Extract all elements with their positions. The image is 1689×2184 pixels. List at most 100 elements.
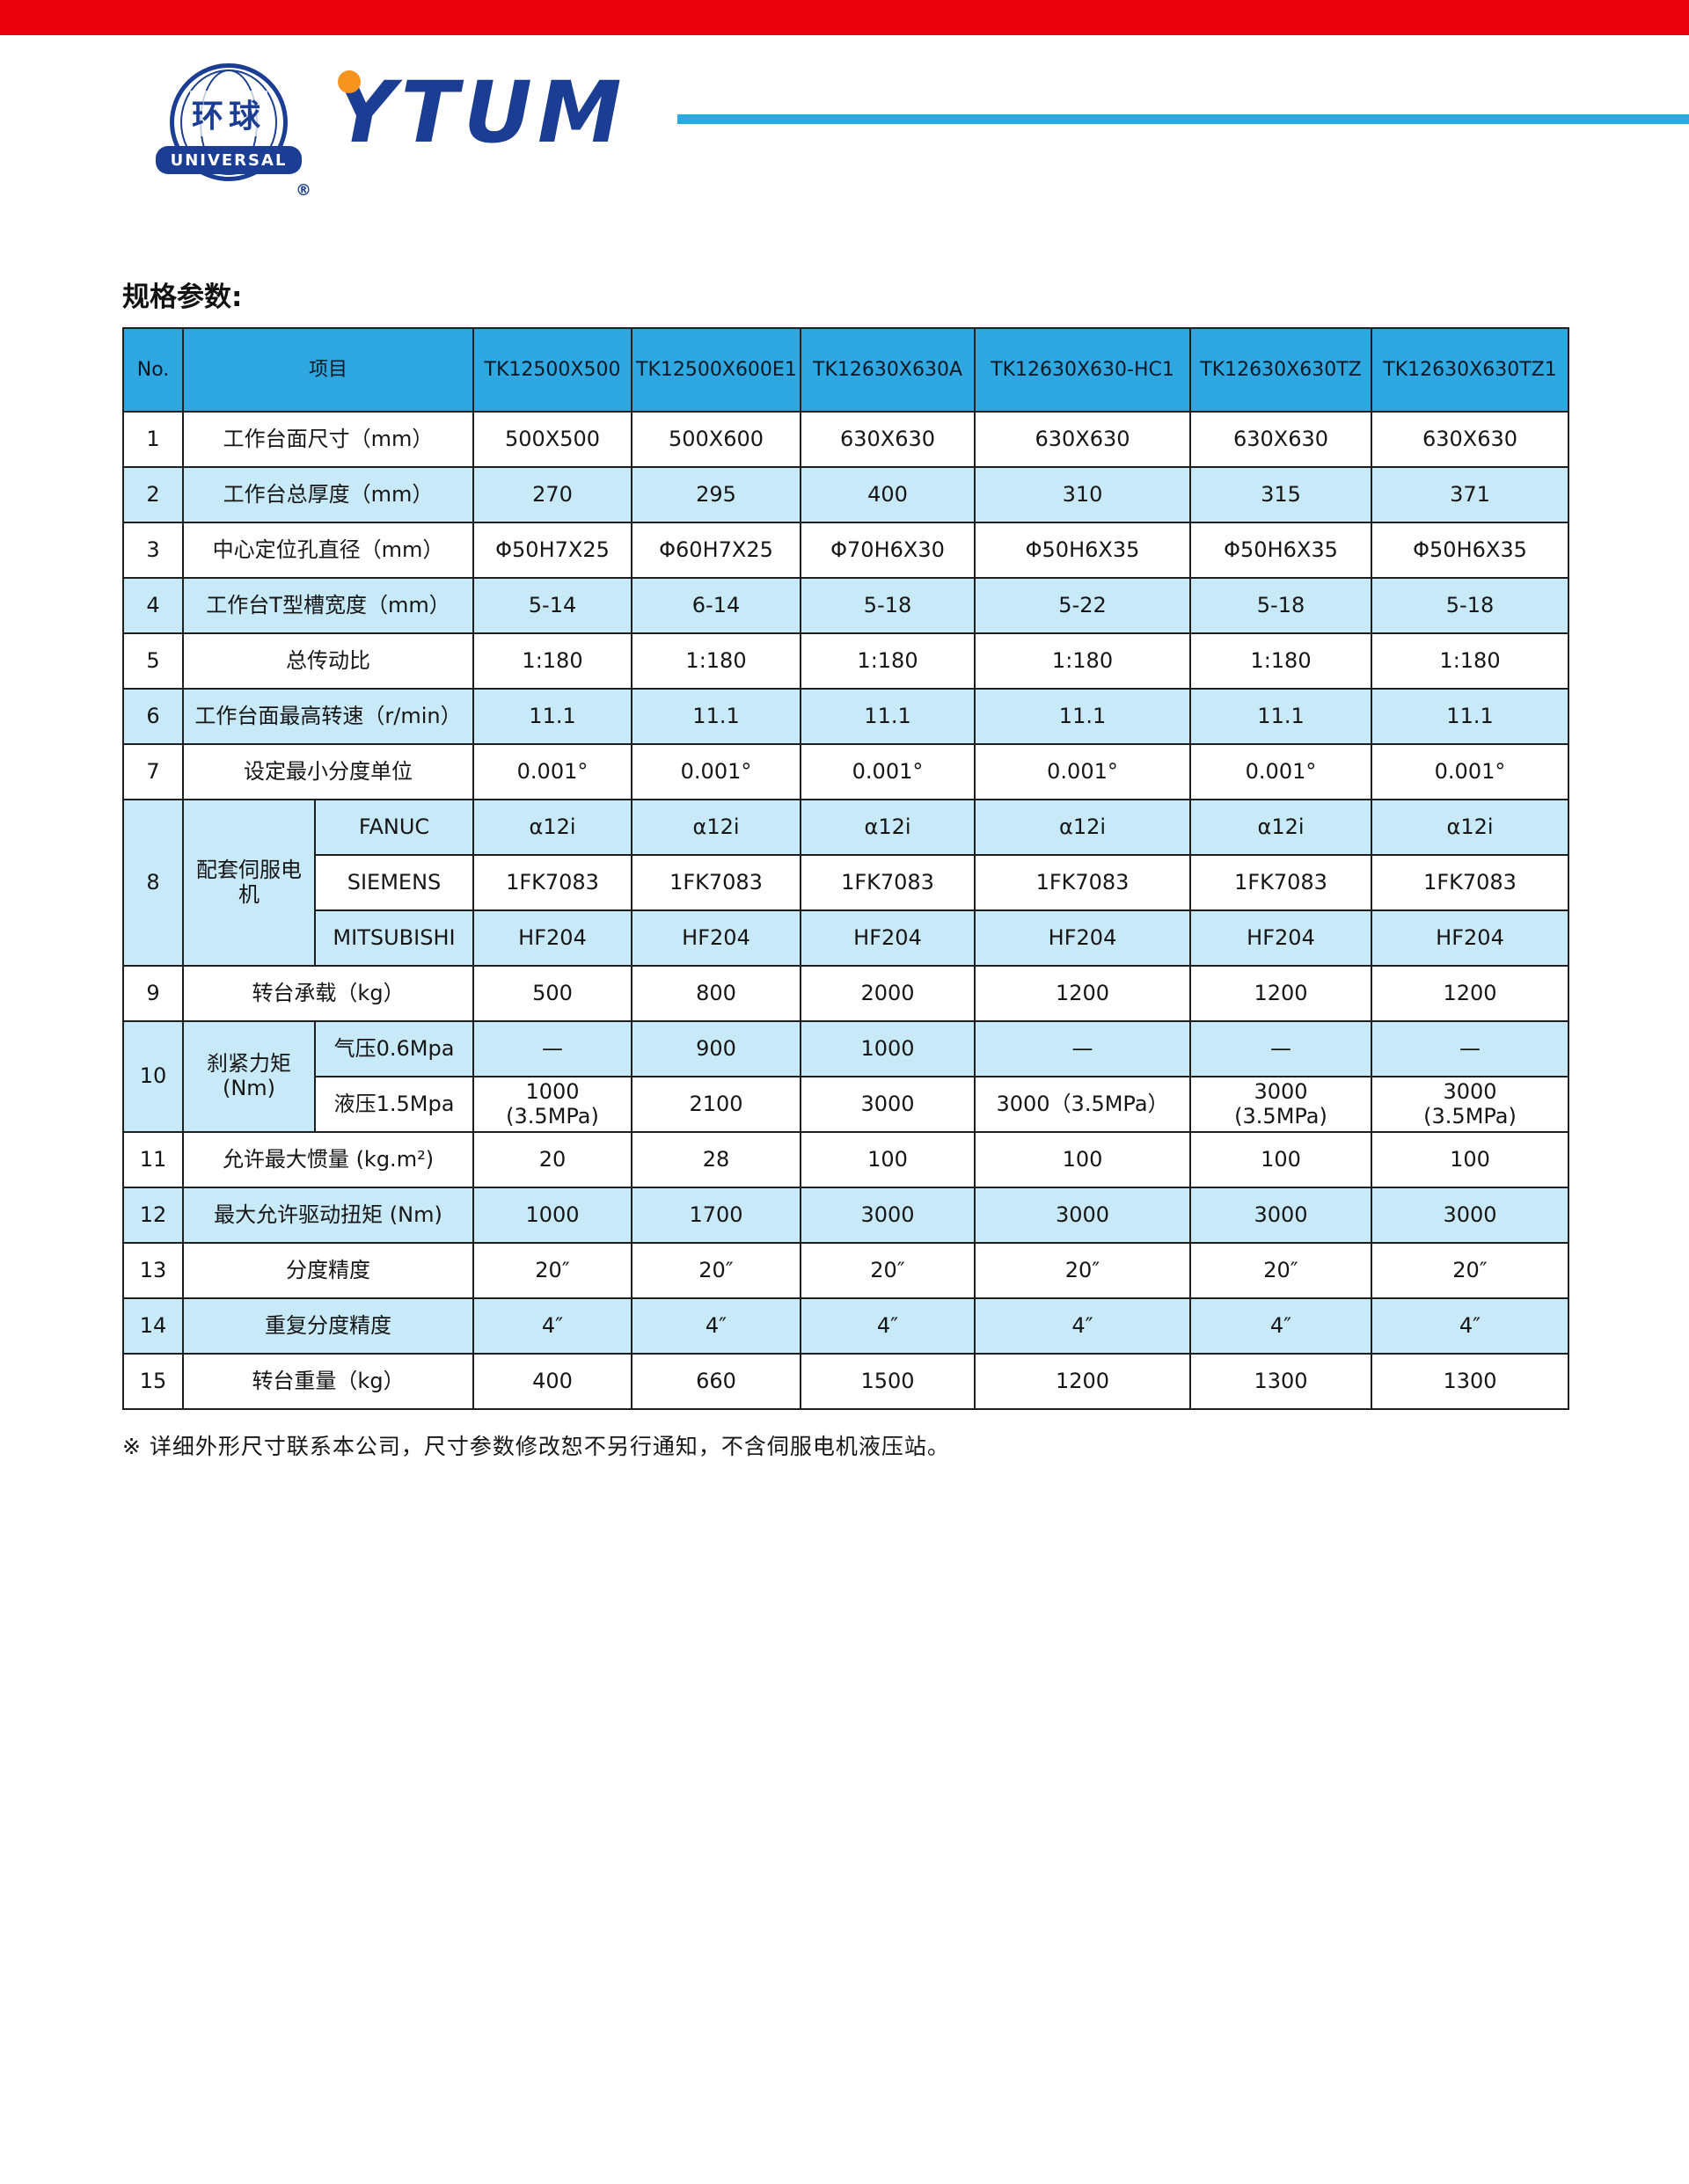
cell-value: 20″ <box>1371 1242 1570 1299</box>
cell-value: α12i <box>1189 799 1373 856</box>
row-no: 3 <box>122 522 184 579</box>
cell-value: 400 <box>472 1353 633 1410</box>
header-divider-line <box>677 114 1689 124</box>
cell-value: α12i <box>974 799 1192 856</box>
cell-value: 1300 <box>1371 1353 1570 1410</box>
cell-value: Φ50H6X35 <box>1189 522 1373 579</box>
cell-value: 4″ <box>631 1297 802 1355</box>
logo-chinese-text: 环球 <box>189 91 267 136</box>
top-red-bar <box>0 0 1689 35</box>
cell-value: 1200 <box>974 1353 1192 1410</box>
cell-value: 630X630 <box>800 411 976 468</box>
table-row: 11 允许最大惯量 (kg.m²) 20 28 100 100 100 100 <box>122 1131 1570 1188</box>
cell-value: α12i <box>1371 799 1570 856</box>
cell-value: 3000 (3.5MPa) <box>1371 1076 1570 1133</box>
row-item: 重复分度精度 <box>181 1297 475 1355</box>
cell-value: 500 <box>472 965 633 1022</box>
row-item: 最大允许驱动扭矩 (Nm) <box>181 1187 475 1244</box>
table-row: 1 工作台面尺寸（mm） 500X500 500X600 630X630 630… <box>122 411 1570 468</box>
logo-english-text: UNIVERSAL <box>170 150 288 170</box>
row-no: 4 <box>122 577 184 634</box>
cell-value: 28 <box>631 1131 802 1188</box>
cell-value: 1FK7083 <box>631 854 802 911</box>
cell-value: 1:180 <box>631 632 802 690</box>
cell-value: 4″ <box>800 1297 976 1355</box>
cell-value: 11.1 <box>631 688 802 745</box>
cell-value: 1200 <box>1189 965 1373 1022</box>
cell-value: Φ60H7X25 <box>631 522 802 579</box>
row-no: 10 <box>122 1020 184 1133</box>
cell-value: 1000 <box>800 1020 976 1077</box>
row-no: 15 <box>122 1353 184 1410</box>
cell-value: 20 <box>472 1131 633 1188</box>
cell-value: α12i <box>800 799 976 856</box>
table-header-row: No. 项目 TK12500X500 TK12500X600E1 TK12630… <box>122 327 1570 413</box>
cell-value: 100 <box>974 1131 1192 1188</box>
cell-value: 1FK7083 <box>1371 854 1570 911</box>
cell-value: 20″ <box>974 1242 1192 1299</box>
brake-mode: 气压0.6Mpa <box>313 1020 475 1077</box>
cell-value: 1200 <box>974 965 1192 1022</box>
cell-value: 4″ <box>1189 1297 1373 1355</box>
cell-value: 4″ <box>472 1297 633 1355</box>
cell-value: Φ50H7X25 <box>472 522 633 579</box>
ytum-wordmark: YTUM <box>334 69 626 165</box>
page-title: 规格参数: <box>122 281 243 313</box>
cell-value: 1200 <box>1371 965 1570 1022</box>
row-item: 分度精度 <box>181 1242 475 1299</box>
cell-value: 660 <box>631 1353 802 1410</box>
col-header-item: 项目 <box>181 327 475 413</box>
cell-value: 6-14 <box>631 577 802 634</box>
cell-value: 900 <box>631 1020 802 1077</box>
servo-brand: FANUC <box>313 799 475 856</box>
cell-value: 295 <box>631 466 802 523</box>
cell-value: 0.001° <box>631 743 802 800</box>
cell-value: 3000 <box>1371 1187 1570 1244</box>
cell-value: HF204 <box>472 909 633 967</box>
table-row: 14 重复分度精度 4″ 4″ 4″ 4″ 4″ 4″ <box>122 1297 1570 1355</box>
row-no: 2 <box>122 466 184 523</box>
row-item: 转台承载（kg） <box>181 965 475 1022</box>
cell-value: HF204 <box>631 909 802 967</box>
row-item: 中心定位孔直径（mm） <box>181 522 475 579</box>
cell-value: 1:180 <box>800 632 976 690</box>
row-no: 6 <box>122 688 184 745</box>
table-row: 15 转台重量（kg） 400 660 1500 1200 1300 1300 <box>122 1353 1570 1410</box>
cell-value: 1700 <box>631 1187 802 1244</box>
row-no: 14 <box>122 1297 184 1355</box>
cell-value: Φ70H6X30 <box>800 522 976 579</box>
cell-value: 630X630 <box>1371 411 1570 468</box>
cell-value: 5-14 <box>472 577 633 634</box>
cell-value: 0.001° <box>1371 743 1570 800</box>
cell-value: 1FK7083 <box>800 854 976 911</box>
row-item: 总传动比 <box>181 632 475 690</box>
cell-value: 500X600 <box>631 411 802 468</box>
table-row: 9 转台承载（kg） 500 800 2000 1200 1200 1200 <box>122 965 1570 1022</box>
cell-value: 315 <box>1189 466 1373 523</box>
servo-brand: MITSUBISHI <box>313 909 475 967</box>
row-item: 刹紧力矩 (Nm) <box>182 1020 316 1133</box>
cell-value: 11.1 <box>974 688 1192 745</box>
table-row: 3 中心定位孔直径（mm） Φ50H7X25 Φ60H7X25 Φ70H6X30… <box>122 522 1570 579</box>
cell-value: α12i <box>631 799 802 856</box>
universal-logo: 环球 UNIVERSAL ® <box>156 62 317 215</box>
cell-value: 1:180 <box>472 632 633 690</box>
table-row: SIEMENS 1FK7083 1FK7083 1FK7083 1FK7083 … <box>123 854 1570 911</box>
table-row: 7 设定最小分度单位 0.001° 0.001° 0.001° 0.001° 0… <box>122 743 1570 800</box>
cell-value: 1500 <box>800 1353 976 1410</box>
row-no: 7 <box>122 743 184 800</box>
table-row: 8 配套伺服电机 FANUC α12i α12i α12i α12i α12i … <box>122 799 1570 967</box>
cell-value: 1FK7083 <box>974 854 1192 911</box>
table-row: 12 最大允许驱动扭矩 (Nm) 1000 1700 3000 3000 300… <box>122 1187 1570 1244</box>
cell-value: HF204 <box>800 909 976 967</box>
cell-value: α12i <box>472 799 633 856</box>
row-item: 工作台总厚度（mm） <box>181 466 475 523</box>
cell-value: 0.001° <box>800 743 976 800</box>
cell-value: 100 <box>1189 1131 1373 1188</box>
cell-value: 3000 <box>974 1187 1192 1244</box>
row-no: 11 <box>122 1131 184 1188</box>
cell-value: 11.1 <box>1371 688 1570 745</box>
wordmark-tum: TUM <box>400 63 627 162</box>
row-item: 转台重量（kg） <box>181 1353 475 1410</box>
cell-value: 0.001° <box>1189 743 1373 800</box>
